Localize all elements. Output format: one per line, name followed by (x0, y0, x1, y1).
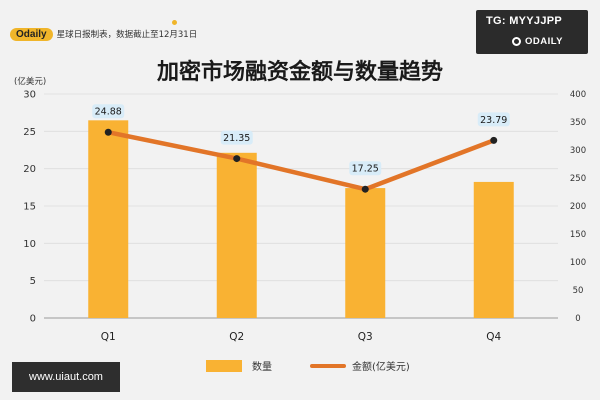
data-label-bg (92, 104, 125, 119)
odaily-logo-icon (512, 37, 521, 46)
right-axis-tick-label: 50 (573, 286, 584, 296)
right-axis-tick-label: 400 (570, 90, 586, 100)
line-point (104, 128, 112, 136)
legend-swatch-line (310, 363, 346, 368)
legend-label-count: 数量 (252, 362, 272, 373)
line-point (490, 136, 498, 144)
right-axis-tick-label: 250 (570, 174, 586, 184)
watermark: www.uiaut.com (12, 362, 120, 392)
left-axis-tick-label: 0 (30, 314, 36, 325)
legend-item-count: 数量 (206, 358, 272, 373)
data-label: 23.79 (480, 115, 507, 126)
left-axis-tick-label: 10 (23, 239, 36, 250)
bar (345, 188, 386, 318)
left-axis-tick-label: 15 (23, 202, 36, 213)
right-axis-tick-label: 300 (570, 146, 586, 156)
badge-logo-text: ODAILY (525, 36, 564, 47)
bar (473, 181, 514, 318)
data-label: 17.25 (352, 164, 379, 175)
right-axis-tick-label: 350 (570, 118, 586, 128)
bar (216, 152, 257, 318)
x-axis-tick-label: Q1 (101, 331, 116, 343)
badge-tg-text: TG: MYYJJPP (486, 15, 563, 27)
legend-label-amount: 金额(亿美元) (352, 362, 410, 373)
bar (88, 120, 129, 318)
brand-logo: Odaily (10, 27, 53, 41)
accent-dot (172, 20, 177, 25)
data-label: 21.35 (223, 133, 250, 144)
right-axis-tick-label: 100 (570, 258, 586, 268)
data-label-bg (349, 161, 382, 176)
left-axis-unit: (亿美元) (14, 77, 47, 87)
left-axis-tick-label: 30 (23, 90, 36, 101)
legend-item-amount: 金额(亿美元) (310, 358, 410, 373)
line-series (106, 129, 496, 192)
telegram-badge: TG: MYYJJPP ODAILY (476, 10, 588, 54)
line-point (361, 185, 369, 193)
x-axis-tick-label: Q3 (358, 331, 373, 343)
data-label: 24.88 (95, 107, 122, 118)
chart-legend: 数量 金额(亿美元) (206, 358, 448, 373)
left-axis-tick-label: 20 (23, 164, 36, 175)
data-label-bg (477, 112, 510, 127)
source-note: 星球日报制表，数据截止至12月31日 (56, 30, 198, 40)
x-axis-tick-label: Q2 (229, 331, 244, 343)
badge-logo: ODAILY (512, 36, 563, 47)
legend-swatch-bar (206, 359, 242, 372)
left-axis-tick-label: 5 (30, 276, 36, 287)
right-axis-tick-label: 150 (570, 230, 586, 240)
source-header: Odaily 星球日报制表，数据截止至12月31日 (10, 26, 197, 42)
right-axis-tick-label: 0 (575, 314, 580, 324)
line-point (233, 155, 241, 163)
x-axis-tick-label: Q4 (486, 331, 501, 343)
left-axis-tick-label: 25 (23, 127, 36, 138)
right-axis-tick-label: 200 (570, 202, 586, 212)
chart-title: 加密市场融资金额与数量趋势 (156, 60, 443, 85)
data-label-bg (220, 130, 253, 145)
